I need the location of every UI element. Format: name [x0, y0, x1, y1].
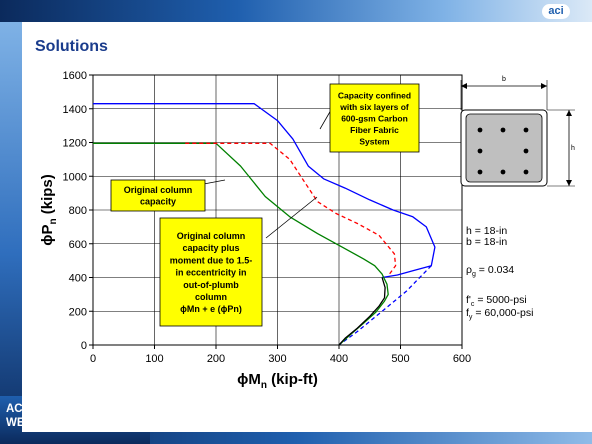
y-tick-label: 1600 [63, 70, 87, 82]
h-value: h = 18-in [466, 225, 508, 237]
x-axis-label-tail: (kip-ft) [267, 371, 318, 388]
aci-logo-icon: aci [542, 4, 570, 19]
logo-subtitle-2: Advancing concrete knowledge [528, 26, 584, 31]
y-axis-label-main: ϕP [39, 225, 56, 246]
callout-leader-line [319, 109, 332, 130]
y-axis-label-sub: n [48, 218, 59, 224]
dim-h-label: h [571, 145, 575, 152]
rho-value: ρg = 0.034 [466, 264, 515, 279]
callout-eccentric-line: moment due to 1.5- [170, 255, 253, 265]
series-original-line [93, 142, 389, 345]
fc-value: f'c = 5000-psi [466, 294, 527, 309]
footer-line-1: ACI [6, 403, 26, 415]
callout-eccentric-line: Original column [177, 231, 246, 241]
callout-eccentric-line: capacity plus [182, 243, 239, 253]
logo-subtitle-1: American Concrete Institute [531, 21, 581, 26]
series-confined_dashed-line [338, 265, 432, 345]
x-tick-label: 100 [145, 353, 163, 365]
x-tick-label: 300 [268, 353, 286, 365]
rebar-bar [523, 169, 529, 175]
callout-confined-line: System [359, 136, 390, 146]
y-tick-label: 1000 [63, 171, 87, 183]
y-tick-label: 400 [69, 273, 87, 285]
y-tick-label: 1200 [63, 138, 87, 150]
callout-confined-line: with six layers of [339, 102, 409, 112]
series-original_dark-line [338, 277, 386, 345]
x-tick-label: 400 [330, 353, 348, 365]
y-tick-label: 200 [69, 306, 87, 318]
x-axis-label-main: ϕM [237, 371, 261, 388]
callout-eccentric-line: in eccentricity in [175, 268, 246, 278]
x-tick-label: 200 [207, 353, 225, 365]
fy-value: fy = 60,000-psi [466, 307, 534, 322]
callout-confined-box [329, 83, 420, 153]
x-tick-label: 600 [453, 353, 471, 365]
callout-confined-line: Capacity confined [338, 90, 411, 100]
b-value: b = 18-in [466, 236, 508, 248]
rebar-bar [477, 127, 483, 133]
x-tick-label: 500 [391, 353, 409, 365]
series-eccentric-line [185, 142, 397, 277]
callout-original-box [110, 179, 206, 212]
rebar-bar [500, 127, 506, 133]
rebar-bar [523, 148, 529, 154]
y-axis-label-tail: (kips) [39, 174, 56, 218]
rebar-bar [477, 148, 483, 154]
x-axis-label: ϕMn (kip-ft) [237, 371, 318, 391]
x-tick-label: 0 [90, 353, 96, 365]
rebar-bar [477, 169, 483, 175]
rebar-bar [523, 127, 529, 133]
dim-b-label: b [502, 76, 506, 83]
callout-eccentric-line: column [195, 292, 227, 302]
series-confined-line [93, 103, 436, 279]
top-banner [0, 0, 592, 22]
callout-leader-line [265, 196, 318, 239]
x-axis-label-sub: n [261, 380, 267, 391]
callout-original-line: Original column [124, 185, 193, 195]
callout-original-line: capacity [140, 197, 176, 207]
y-tick-label: 1400 [63, 104, 87, 116]
rebar-bar [500, 169, 506, 175]
y-axis-label: ϕPn (kips) [39, 174, 59, 246]
left-banner [0, 22, 22, 444]
y-tick-label: 0 [81, 340, 87, 352]
y-tick-label: 600 [69, 239, 87, 251]
callout-eccentric-line: out-of-plumb [183, 280, 239, 290]
callout-confined-line: Fiber Fabric [350, 125, 399, 135]
aci-logo: aci American Concrete Institute Advancin… [522, 2, 590, 46]
y-tick-label: 800 [69, 205, 87, 217]
callout-eccentric-box [159, 217, 263, 327]
slide-title: Solutions [35, 38, 108, 55]
column-section-core [465, 113, 543, 183]
callout-eccentric-line: ϕMn + e (ϕPn) [180, 304, 242, 314]
callout-confined-line: 600-gsm Carbon [341, 113, 408, 123]
